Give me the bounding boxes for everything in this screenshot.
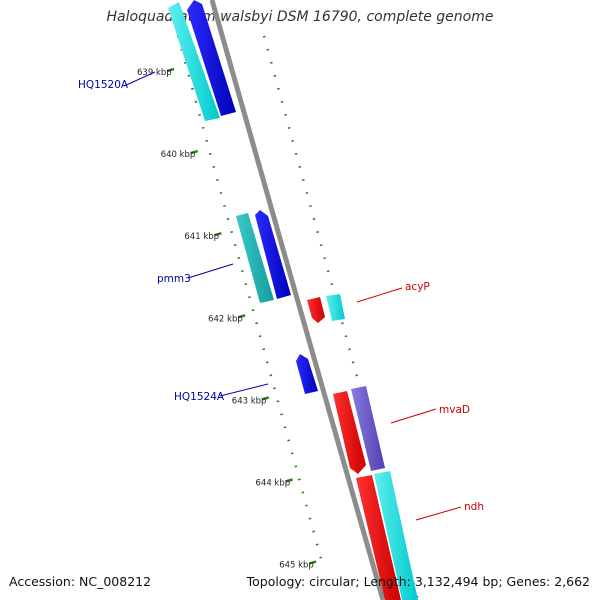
scale-tick-label: 643 kbp — [232, 396, 267, 406]
scale-tick-mark — [237, 314, 246, 319]
gene-hq1520a-cyan[interactable] — [168, 2, 220, 121]
topology-text: Topology: circular; Length: 3,132,494 bp… — [246, 574, 590, 589]
scale-tick-mark — [166, 67, 175, 73]
scale-ticks: 639 kbp 640 kbp 641 kbp 642 kbp 643 kbp 644 k… — [137, 67, 317, 571]
gene-pmm3-blue[interactable] — [255, 210, 291, 299]
gene-acyp-cyan[interactable] — [326, 294, 345, 321]
gene-mvad-purple[interactable] — [351, 386, 385, 471]
scale-tick-label: 645 kbp — [279, 561, 314, 571]
gene-label-pmm3[interactable]: pmm3 — [157, 273, 191, 285]
accession-text: Accession: NC_008212 — [9, 574, 152, 589]
gene-labels: HQ1520A pmm3 HQ1524A acyP mvaD ndh — [78, 71, 484, 521]
gene-label-mvad[interactable]: mvaD — [439, 404, 470, 416]
scale-tick-mark — [190, 149, 199, 155]
gene-ndh-cyan[interactable] — [374, 471, 418, 600]
scale-tick-mark — [261, 396, 270, 401]
gene-label-acyp[interactable]: acyP — [405, 281, 430, 293]
gene-label-hq1520a[interactable]: HQ1520A — [78, 79, 129, 91]
gene-label-ndh[interactable]: ndh — [464, 501, 484, 513]
gene-hq1524a-blue[interactable] — [296, 354, 318, 394]
gene-acyp-red[interactable] — [307, 297, 325, 323]
gene-ndh-red[interactable] — [356, 475, 401, 600]
gene-pmm3-teal[interactable] — [236, 213, 274, 303]
reverse-strand-genes — [168, 0, 318, 394]
scale-tick-label: 640 kbp — [161, 150, 196, 160]
scale-tick-mark — [214, 231, 222, 237]
scale-tick-label: 639 kbp — [137, 68, 172, 78]
scale-tick-label: 644 kbp — [256, 479, 291, 489]
gene-label-hq1524a[interactable]: HQ1524A — [174, 391, 225, 403]
gene-mvad-red[interactable] — [333, 391, 366, 474]
scale-tick-mark — [285, 478, 293, 483]
scale-tick-mark — [308, 560, 317, 565]
scale-tick-label: 642 kbp — [208, 314, 243, 324]
gene-hq1520a-blue[interactable] — [187, 0, 236, 116]
reverse-strand-dotted-track — [176, 35, 325, 567]
genome-backbone — [209, 0, 386, 600]
forward-strand-genes — [307, 294, 418, 600]
scale-tick-label: 641 kbp — [184, 232, 219, 242]
